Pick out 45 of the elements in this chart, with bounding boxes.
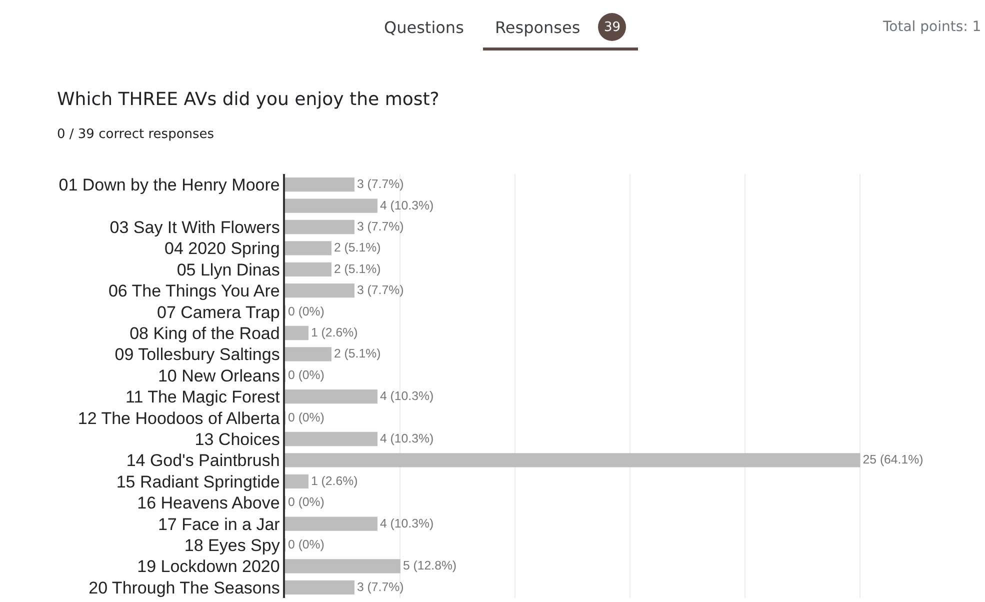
- y-tick-label: 20 Through The Seasons: [88, 578, 280, 598]
- data-label: 0 (0%): [288, 368, 324, 382]
- y-tick-label: 05 Llyn Dinas: [176, 260, 280, 280]
- data-label: 1 (2.6%): [311, 474, 358, 488]
- y-tick-label: 07 Camera Trap: [157, 302, 280, 322]
- data-label: 1 (2.6%): [311, 325, 358, 340]
- text: 0 / 39 correct responses: [57, 127, 214, 142]
- y-tick-label: 11 The Magic Forest: [126, 388, 280, 407]
- data-label: 25 (64.1%): [862, 452, 924, 467]
- y-tick-label: 17 Face in a Jar: [158, 514, 280, 534]
- y-tick-label: 10 New Orleans: [158, 366, 280, 386]
- data-label: 3 (7.7%): [356, 219, 404, 234]
- y-tick-label: 19 Lockdown 2020: [137, 557, 280, 576]
- data-label: 5 (12.8%): [402, 558, 457, 573]
- y-tick-label: 08 King of the Road: [130, 324, 280, 343]
- data-label: 4 (10.3%): [380, 516, 434, 530]
- data-label: 4 (10.3%): [380, 431, 434, 446]
- data-label: 0 (0%): [288, 304, 324, 318]
- y-tick-label: 03 Say It With Flowers: [110, 218, 280, 237]
- y-tick-label: 12 The Hoodoos of Alberta: [78, 408, 280, 428]
- y-tick-label: 04 2020 Spring: [164, 239, 280, 258]
- text: 39: [604, 20, 621, 35]
- y-tick-label: 06 The Things You Are: [108, 282, 280, 301]
- y-tick-label: 14 God's Paintbrush: [126, 451, 280, 470]
- data-label: 4 (10.3%): [380, 389, 434, 404]
- data-label: 0 (0%): [288, 495, 324, 510]
- data-label: 3 (7.7%): [356, 580, 404, 594]
- data-label: 0 (0%): [288, 410, 324, 424]
- text: Responses: [495, 18, 580, 37]
- y-tick-label: 18 Eyes Spy: [184, 536, 280, 555]
- data-label: 2 (5.1%): [334, 346, 381, 361]
- y-tick-label: 16 Heavens Above: [137, 494, 280, 513]
- data-label: 2 (5.1%): [334, 240, 381, 255]
- data-label: 4 (10.3%): [380, 198, 434, 212]
- text: Questions: [384, 18, 464, 37]
- y-tick-label: 01 Down by the Henry Moore: [58, 176, 280, 195]
- y-tick-label: 15 Radiant Springtide: [116, 472, 280, 492]
- data-label: 0 (0%): [288, 537, 324, 552]
- y-tick-label: 09 Tollesbury Saltings: [114, 345, 280, 364]
- chart-title: Which THREE AVs did you enjoy the most?: [57, 89, 440, 110]
- data-label: 3 (7.7%): [356, 177, 404, 192]
- data-label: 2 (5.1%): [334, 262, 381, 276]
- data-label: 3 (7.7%): [356, 283, 404, 298]
- text: Total points: 1: [882, 19, 982, 35]
- y-tick-label: 13 Choices: [194, 430, 280, 449]
